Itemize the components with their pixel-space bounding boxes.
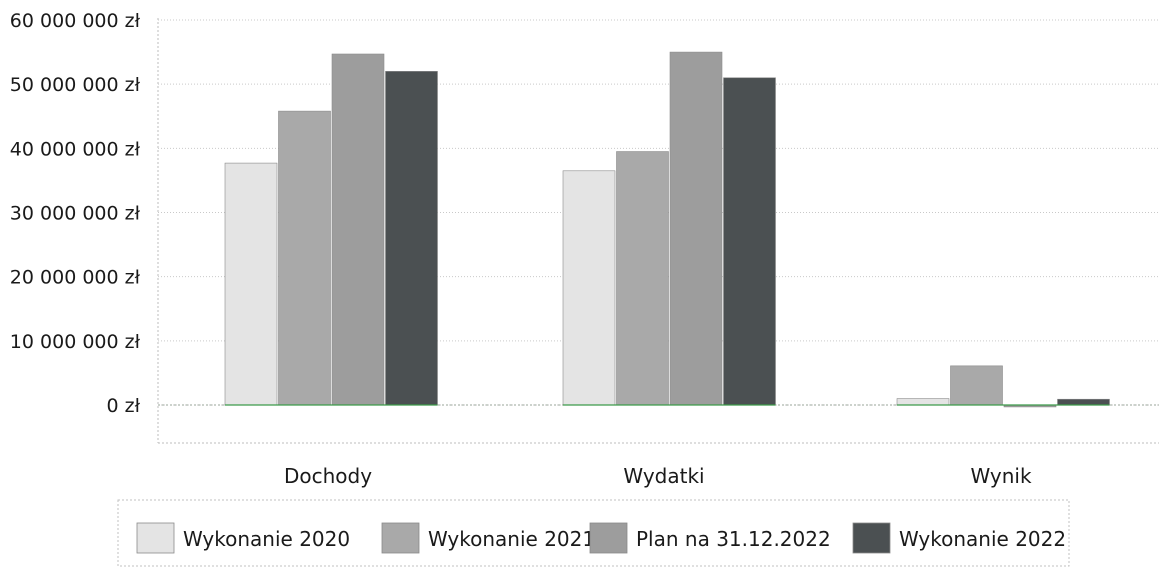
x-category-label: Wydatki <box>623 464 704 488</box>
y-tick-label: 20 000 000 zł <box>10 267 141 289</box>
bar <box>950 365 1003 406</box>
bars <box>224 51 1110 408</box>
legend-label: Plan na 31.12.2022 <box>636 527 831 551</box>
x-category-label: Wynik <box>970 464 1031 488</box>
bar <box>616 151 669 406</box>
legend-label: Wykonanie 2022 <box>899 527 1066 551</box>
legend-swatch <box>381 522 420 554</box>
bar <box>896 398 950 406</box>
legend-label: Wykonanie 2021 <box>428 527 595 551</box>
legend-box <box>117 499 1070 567</box>
legend-swatch <box>589 522 628 554</box>
bar <box>224 162 278 406</box>
bar <box>278 110 331 406</box>
legend-label: Wykonanie 2020 <box>183 527 350 551</box>
bar <box>723 77 776 406</box>
x-category-label: Dochody <box>284 464 372 488</box>
bar <box>669 51 723 406</box>
y-tick-label: 0 zł <box>106 395 140 417</box>
bar <box>1057 398 1110 406</box>
plot-frame <box>157 18 1159 444</box>
bar <box>331 53 385 406</box>
legend-swatch <box>852 522 891 554</box>
y-tick-label: 10 000 000 zł <box>10 331 141 353</box>
legend: Wykonanie 2020 Wykonanie 2021 Plan na 31.1… <box>117 499 1070 567</box>
legend-swatch <box>136 522 175 554</box>
bar <box>385 71 438 406</box>
bar <box>562 170 616 406</box>
y-tick-label: 40 000 000 zł <box>10 138 141 160</box>
y-tick-label: 60 000 000 zł <box>10 10 141 32</box>
x-axis-category-labels: Dochody Wydatki Wynik <box>284 464 1032 488</box>
y-tick-label: 50 000 000 zł <box>10 74 141 96</box>
y-tick-label: 30 000 000 zł <box>10 203 141 225</box>
y-axis-tick-labels: 0 zł 10 000 000 zł 20 000 000 zł 30 000 000… <box>10 10 141 417</box>
